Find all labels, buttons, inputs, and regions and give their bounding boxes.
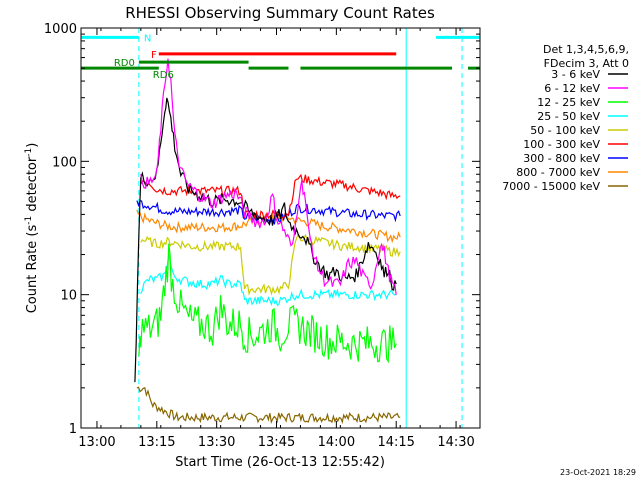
- series-line-8: [136, 386, 401, 425]
- series-line-3: [140, 253, 397, 307]
- y-axis: 1 10 100 1000: [44, 22, 480, 437]
- legend-header: FDecim 3, Att 0: [544, 57, 629, 70]
- legend-entry: 6 - 12 keV: [544, 82, 600, 95]
- flag-label-rd0: RD0: [114, 58, 135, 69]
- legend-entry: 300 - 800 keV: [523, 152, 600, 165]
- x-tick-label: 13:15: [138, 435, 175, 450]
- legend-entry: 25 - 50 keV: [537, 110, 600, 123]
- x-axis-label: Start Time (26-Oct-13 12:55:42): [175, 455, 385, 470]
- series-line-0: [134, 97, 397, 383]
- series-line-5: [140, 173, 401, 221]
- legend-entry: 12 - 25 keV: [537, 96, 600, 109]
- series-line-4: [140, 233, 401, 296]
- chart-title: RHESSI Observing Summary Count Rates: [125, 4, 435, 22]
- flag-label-f: F: [151, 50, 157, 61]
- x-tick-label: 13:30: [198, 435, 235, 450]
- series-line-2: [138, 243, 397, 364]
- y-axis-label: Count Rate (s-1 detector-1): [24, 143, 40, 314]
- legend-header: Det 1,3,4,5,6,9,: [543, 43, 629, 56]
- legend-entry: 800 - 7000 keV: [516, 166, 600, 179]
- legend-entry: 100 - 300 keV: [523, 138, 600, 151]
- x-axis: 13:00 13:15 13:30 13:45 14:00 14:15 14:30: [78, 28, 481, 450]
- x-tick-label: 13:00: [78, 435, 115, 450]
- legend-entry: 50 - 100 keV: [530, 124, 600, 137]
- x-tick-label: 14:30: [437, 435, 474, 450]
- x-tick-label: 14:15: [377, 435, 414, 450]
- series-line-1: [140, 58, 397, 295]
- x-tick-label: 13:45: [258, 435, 295, 450]
- x-tick-label: 14:00: [318, 435, 355, 450]
- legend: Det 1,3,4,5,6,9,FDecim 3, Att 03 - 6 keV…: [502, 43, 629, 193]
- series-line-6: [136, 200, 401, 226]
- legend-entry: 7000 - 15000 keV: [502, 180, 600, 193]
- legend-entry: 3 - 6 keV: [551, 68, 600, 81]
- y-tick-label: 10: [60, 289, 77, 304]
- timestamp: 23-Oct-2021 18:29: [560, 468, 636, 477]
- y-tick-label: 1: [69, 422, 77, 437]
- flag-label-rd6: RD6: [153, 70, 174, 81]
- y-tick-label: 100: [52, 155, 77, 170]
- flag-label-n: N: [144, 33, 151, 44]
- y-tick-label: 1000: [44, 22, 77, 37]
